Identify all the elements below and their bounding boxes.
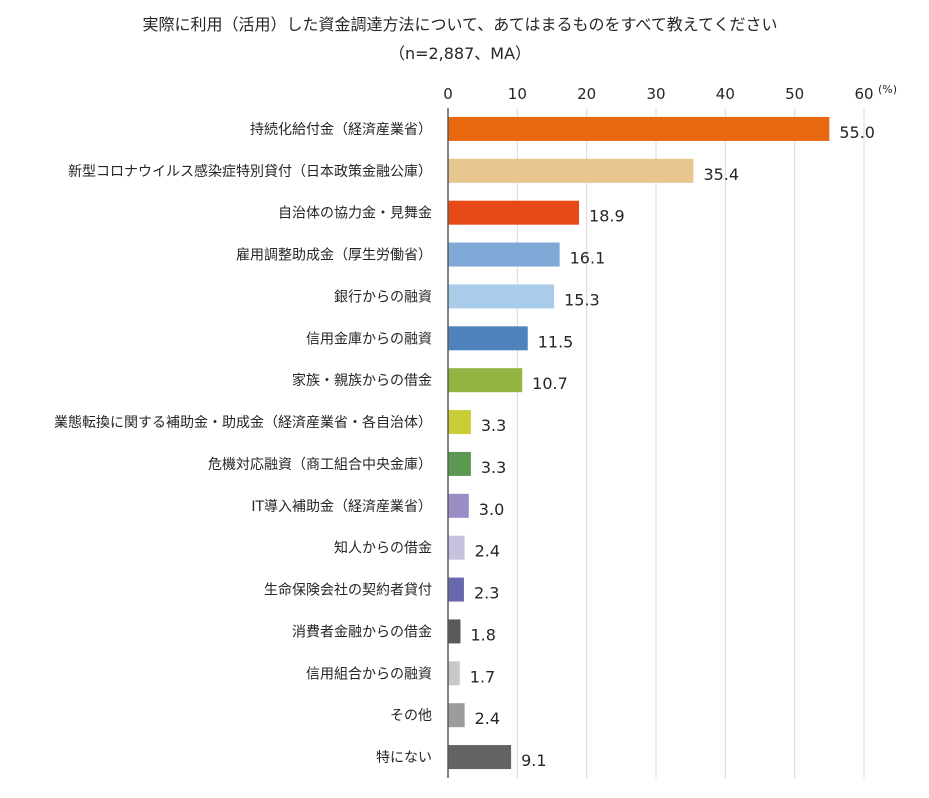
chart-subtitle: （n=2,887、MA） (389, 44, 531, 63)
bar (448, 242, 560, 267)
value-label: 2.4 (475, 709, 500, 728)
x-tick-label: 10 (508, 85, 527, 103)
bar (448, 368, 523, 393)
bar (448, 661, 460, 686)
category-label: 信用金庫からの融資 (306, 330, 432, 347)
x-tick-label: 40 (716, 85, 735, 103)
category-label: その他 (390, 708, 432, 724)
value-label: 3.3 (481, 458, 506, 477)
category-label: 知人からの借金 (334, 540, 432, 557)
bar (448, 410, 471, 435)
bar (448, 200, 580, 225)
bars (448, 116, 830, 770)
value-label: 2.4 (475, 542, 500, 561)
x-tick-label: 20 (577, 85, 596, 103)
value-label: 55.0 (839, 123, 875, 142)
x-tick-label: 30 (646, 85, 665, 103)
bar (448, 451, 471, 476)
category-label: 自治体の協力金・見舞金 (278, 206, 432, 222)
bar (448, 158, 694, 183)
gridlines (516, 108, 865, 778)
value-label: 1.8 (470, 625, 495, 644)
value-label: 11.5 (538, 332, 574, 351)
bar (448, 535, 465, 560)
bar (448, 577, 464, 602)
bar (448, 703, 465, 728)
value-label: 3.3 (481, 416, 506, 435)
category-label: 業態転換に関する補助金・助成金（経済産業省・各自治体） (54, 415, 432, 431)
category-label: 家族・親族からの借金 (292, 372, 432, 389)
bar (448, 745, 512, 770)
value-label: 18.9 (589, 207, 625, 226)
value-labels: 55.0 35.4 18.9 16.1 15.3 11.5 10.7 3.3 3.3 3.0 2.4… (470, 123, 875, 770)
value-label: 16.1 (570, 249, 606, 268)
bar (448, 619, 461, 644)
category-label: 銀行からの融資 (334, 289, 432, 305)
category-label: 特にない (376, 750, 432, 766)
value-label: 3.0 (479, 500, 504, 519)
category-label: 新型コロナウイルス感染症特別貸付（日本政策金融公庫） (68, 163, 432, 180)
x-tick-label: 60 (854, 85, 873, 103)
x-axis-ticks: 0 10 20 30 40 50 60 (443, 85, 873, 103)
value-label: 15.3 (564, 290, 600, 309)
bar (448, 116, 830, 141)
category-label: 消費者金融からの借金 (292, 624, 432, 640)
bar (448, 326, 528, 351)
value-label: 10.7 (532, 374, 568, 393)
bar (448, 284, 555, 309)
axis-unit-label: (%) (878, 83, 897, 96)
category-label: IT導入補助金（経済産業省） (251, 499, 432, 515)
category-label: 信用組合からの融資 (306, 666, 432, 682)
category-label: 生命保険会社の契約者貸付 (264, 582, 432, 599)
category-labels: 持続化給付金（経済産業省） 新型コロナウイルス感染症特別貸付（日本政策金融公庫） 自… (54, 121, 432, 766)
value-label: 9.1 (521, 751, 546, 770)
category-label: 危機対応融資（商工組合中央金庫） (208, 456, 432, 473)
category-label: 雇用調整助成金（厚生労働省） (236, 247, 432, 264)
bar (448, 493, 469, 518)
value-label: 2.3 (474, 584, 499, 603)
value-label: 35.4 (703, 165, 739, 184)
value-label: 1.7 (470, 667, 495, 686)
chart-title: 実際に利用（活用）した資金調達方法について、あてはまるものをすべて教えてください (142, 15, 777, 34)
x-tick-label: 0 (443, 85, 453, 103)
x-tick-label: 50 (785, 85, 804, 103)
category-label: 持続化給付金（経済産業省） (250, 121, 432, 138)
